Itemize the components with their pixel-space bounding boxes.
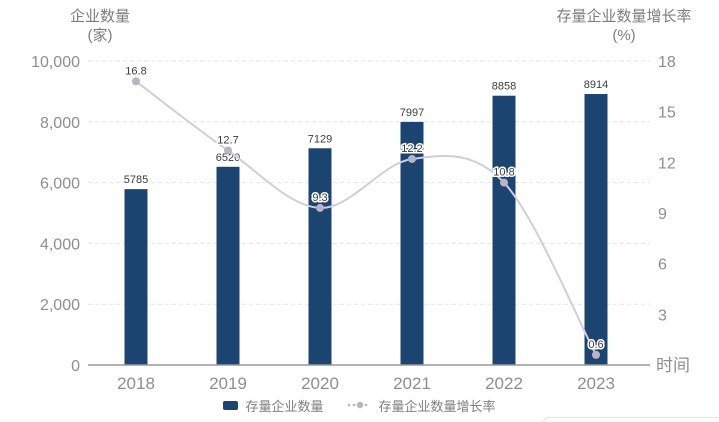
bar-value-label: 8858 — [492, 81, 516, 93]
bar-2020[interactable] — [308, 148, 332, 365]
left-tick-label: 8,000 — [40, 115, 80, 132]
growth-value-label: 12.7 — [217, 135, 238, 147]
left-axis-title-line1: 企业数量 — [69, 8, 130, 25]
x-axis-title: 时间 — [656, 356, 690, 375]
left-tick-label: 4,000 — [40, 236, 80, 253]
bar-value-label: 5785 — [124, 174, 148, 186]
left-tick-label: 6,000 — [40, 176, 80, 193]
growth-value-label: 16.8 — [125, 65, 146, 77]
x-tick-label: 2020 — [301, 374, 339, 393]
dotted-line-marker-dot — [364, 403, 367, 407]
growth-rate-marker-2021[interactable] — [408, 154, 416, 163]
growth-rate-marker-2019[interactable] — [224, 146, 232, 155]
left-tick-label: 10,000 — [31, 54, 80, 71]
legend-label-line-series: 存量企业数量增长率 — [378, 398, 496, 414]
right-tick-label: 15 — [658, 105, 676, 122]
growth-value-label: 9.3 — [312, 192, 327, 204]
growth-rate-line — [135, 80, 597, 356]
right-tick-label: 9 — [658, 206, 667, 223]
dotted-line-marker-dot — [352, 403, 355, 407]
growth-value-label: 12.2 — [401, 143, 422, 155]
right-tick-label: 6 — [658, 257, 667, 274]
right-axis-title-line1: 存量企业数量增长率 — [556, 8, 692, 25]
bar-2022[interactable] — [492, 95, 516, 365]
bar-series-swatch-icon — [223, 400, 239, 410]
bottom-card-edge — [543, 417, 719, 422]
right-axis-title-line2: (%) — [612, 27, 636, 44]
legend: 存量企业数量 存量企业数量增长率 — [0, 395, 719, 415]
left-tick-label: 2,000 — [40, 297, 80, 314]
growth-rate-marker-2018[interactable] — [132, 77, 140, 86]
bar-value-label: 8914 — [584, 79, 608, 91]
bar-2021[interactable] — [400, 121, 424, 365]
dotted-line-marker-dot — [356, 401, 363, 409]
growth-rate-marker-2023[interactable] — [592, 350, 600, 359]
x-tick-label: 2023 — [577, 374, 615, 393]
right-tick-label: 12 — [658, 155, 676, 172]
x-tick-label: 2021 — [393, 374, 431, 393]
growth-rate-marker-2020[interactable] — [316, 203, 324, 212]
x-tick-label: 2022 — [485, 374, 523, 393]
left-axis-title-line2: (家) — [87, 27, 113, 44]
x-tick-label: 2018 — [117, 374, 155, 393]
x-tick-label: 2019 — [209, 374, 247, 393]
bar-value-label: 7997 — [400, 107, 424, 119]
bar-2023[interactable] — [584, 94, 608, 365]
right-tick-label: 3 — [658, 307, 667, 324]
growth-value-label: 0.6 — [588, 339, 603, 351]
right-tick-label: 18 — [658, 54, 676, 71]
right-axis-title: 存量企业数量增长率 (%) — [538, 7, 710, 45]
line-series-marker-icon — [347, 401, 367, 409]
bar-2018[interactable] — [124, 189, 148, 365]
left-tick-label: 0 — [71, 358, 80, 375]
growth-rate-marker-2022[interactable] — [500, 178, 508, 187]
dotted-line-marker-dot — [347, 403, 350, 407]
bar-2019[interactable] — [216, 166, 240, 365]
left-axis-title: 企业数量 (家) — [38, 7, 162, 45]
legend-label-bar-series: 存量企业数量 — [245, 398, 324, 414]
growth-value-label: 10.8 — [493, 167, 514, 179]
bar-value-label: 7129 — [308, 133, 332, 145]
legend-item-bar-series[interactable]: 存量企业数量 — [223, 396, 324, 415]
legend-item-line-series[interactable]: 存量企业数量增长率 — [346, 396, 496, 415]
